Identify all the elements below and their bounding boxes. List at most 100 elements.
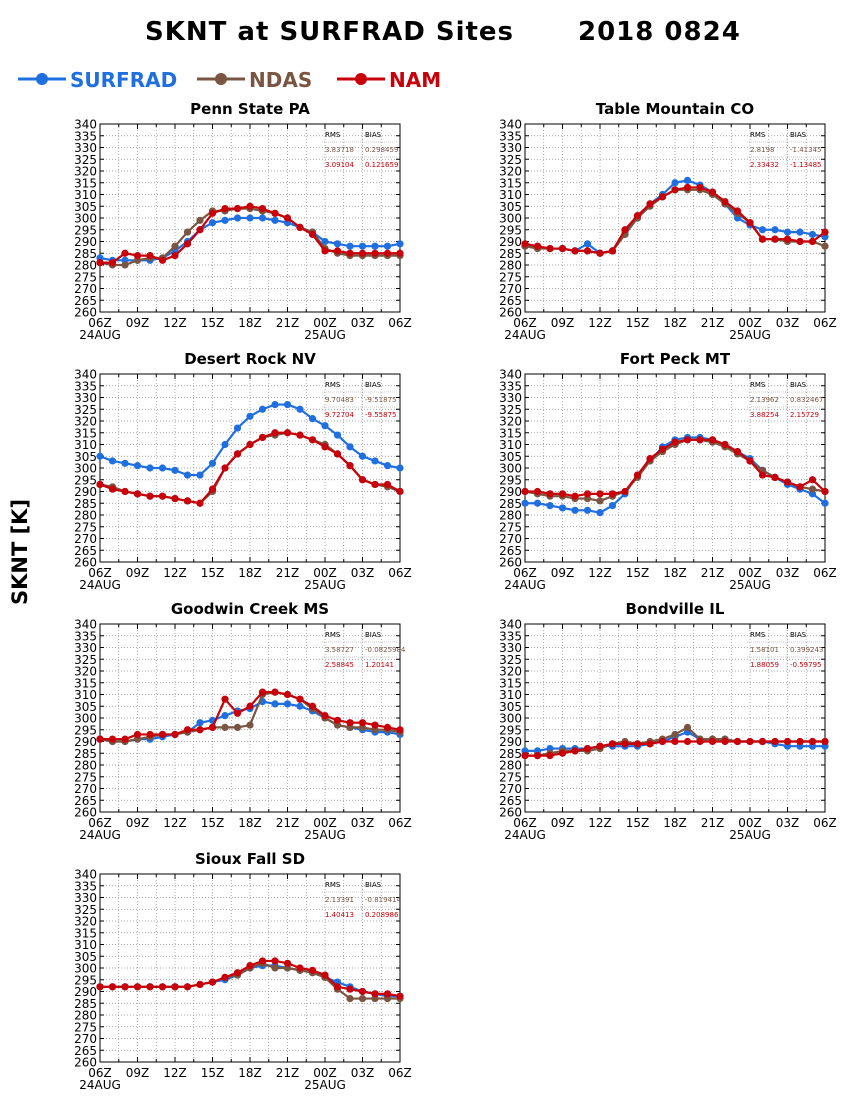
y-tick-label: 300 [499,712,522,726]
data-point-ndas [196,216,204,224]
panel-penn-state-pa: Penn State PA 260265270275280285290295300… [74,100,412,342]
data-point-surfrad [221,440,229,449]
stats-nam-rms: 3.88254 [750,411,779,419]
data-point-nam [333,247,342,255]
x-tick-label: 06Z [513,316,537,330]
data-point-surfrad [333,240,342,248]
y-tick-label: 340 [74,118,97,132]
data-point-nam [821,487,829,496]
y-tick-label: 340 [499,368,522,382]
data-point-surfrad [233,214,242,222]
y-tick-label: 295 [74,973,97,987]
stats-nam-bias: 2.15729 [790,411,819,419]
legend-label-nam: NAM [389,68,441,92]
data-point-surfrad [258,405,267,413]
y-tick-label: 275 [499,270,522,284]
panel-title: Penn State PA [190,100,310,118]
data-point-nam [196,726,204,734]
legend-marker-ndas [215,73,227,85]
x-tick-label: 03Z [351,316,375,330]
data-point-nam [671,186,679,194]
x-tick-label: 03Z [351,1066,375,1080]
data-point-surfrad [208,219,217,227]
data-point-nam [121,487,129,496]
data-point-ndas [346,994,354,1003]
panels: Penn State PA260265270275280285290295300… [74,100,837,1092]
data-point-surfrad [383,242,392,250]
stats-nam-bias: -9.55875 [365,411,396,419]
x-tick-label: 21Z [276,566,300,580]
y-tick-label: 335 [499,129,522,143]
data-point-surfrad [271,700,279,708]
data-point-nam [371,480,379,489]
data-point-nam [533,242,542,250]
data-point-nam [533,487,542,496]
y-tick-label: 290 [74,735,97,749]
x-tick-label: 00Z [738,816,762,830]
data-point-surfrad [283,700,292,708]
y-tick-label: 305 [499,700,522,714]
x-tick-label: 00Z [313,816,337,830]
data-point-nam [333,716,342,724]
data-point-surfrad [346,443,354,451]
data-point-nam [758,235,767,243]
date-label: 25AUG [729,578,771,592]
data-point-ndas [183,228,192,236]
y-tick-label: 310 [499,438,522,452]
data-point-nam [246,702,254,710]
stats-header-bias: BIAS [790,381,807,389]
legend-label-surfrad: SURFRAD [70,68,177,92]
date-label: 24AUG [504,578,546,592]
y-tick-label: 315 [499,176,522,190]
y-tick-label: 280 [74,1009,97,1023]
data-point-surfrad [571,506,579,514]
stats-header-rms: RMS [325,131,341,139]
data-point-nam [158,492,167,500]
x-tick-label: 21Z [701,316,725,330]
legend-item-surfrad: SURFRAD [18,68,177,92]
y-tick-label: 295 [499,723,522,737]
y-tick-label: 305 [499,450,522,464]
data-point-nam [796,237,804,246]
data-point-nam [396,992,404,1000]
data-point-nam [271,209,279,217]
x-tick-label: 06Z [88,1066,112,1080]
data-point-surfrad [683,176,692,184]
stats-table: RMS BIAS 1.58101 0.399243 1.88059 -0.59795 [747,628,823,670]
x-tick-label: 06Z [813,566,837,580]
data-point-nam [571,247,579,255]
data-point-nam [308,966,317,974]
x-tick-label: 15Z [626,816,650,830]
series-nam [96,202,404,267]
stats-header-rms: RMS [750,631,766,639]
data-point-nam [346,985,354,993]
data-point-nam [358,249,367,257]
data-point-nam [246,440,254,449]
stats-nam-rms: 3.09104 [325,161,354,169]
y-tick-label: 305 [74,950,97,964]
y-tick-label: 290 [74,985,97,999]
x-tick-label: 06Z [813,316,837,330]
data-point-nam [283,429,292,437]
data-point-surfrad [296,702,304,710]
y-tick-label: 295 [499,473,522,487]
data-point-nam [183,726,192,734]
x-tick-label: 03Z [776,316,800,330]
data-point-nam [183,497,192,505]
stats-table: RMS BIAS 2.13962 0.832467 3.88254 2.15729 [747,378,823,420]
data-point-nam [308,702,317,710]
data-point-surfrad [558,504,567,512]
y-tick-label: 280 [74,759,97,773]
y-tick-label: 265 [499,794,522,808]
data-point-nam [633,740,642,748]
stats-header-bias: BIAS [365,131,382,139]
data-point-surfrad [583,240,592,248]
data-point-surfrad [233,424,242,432]
x-tick-label: 00Z [313,1066,337,1080]
stats-nam-bias: 0.121659 [365,161,398,169]
data-point-nam [108,735,117,743]
data-point-nam [383,249,392,257]
y-tick-label: 290 [74,485,97,499]
data-point-nam [796,737,804,746]
data-point-ndas [271,964,279,972]
